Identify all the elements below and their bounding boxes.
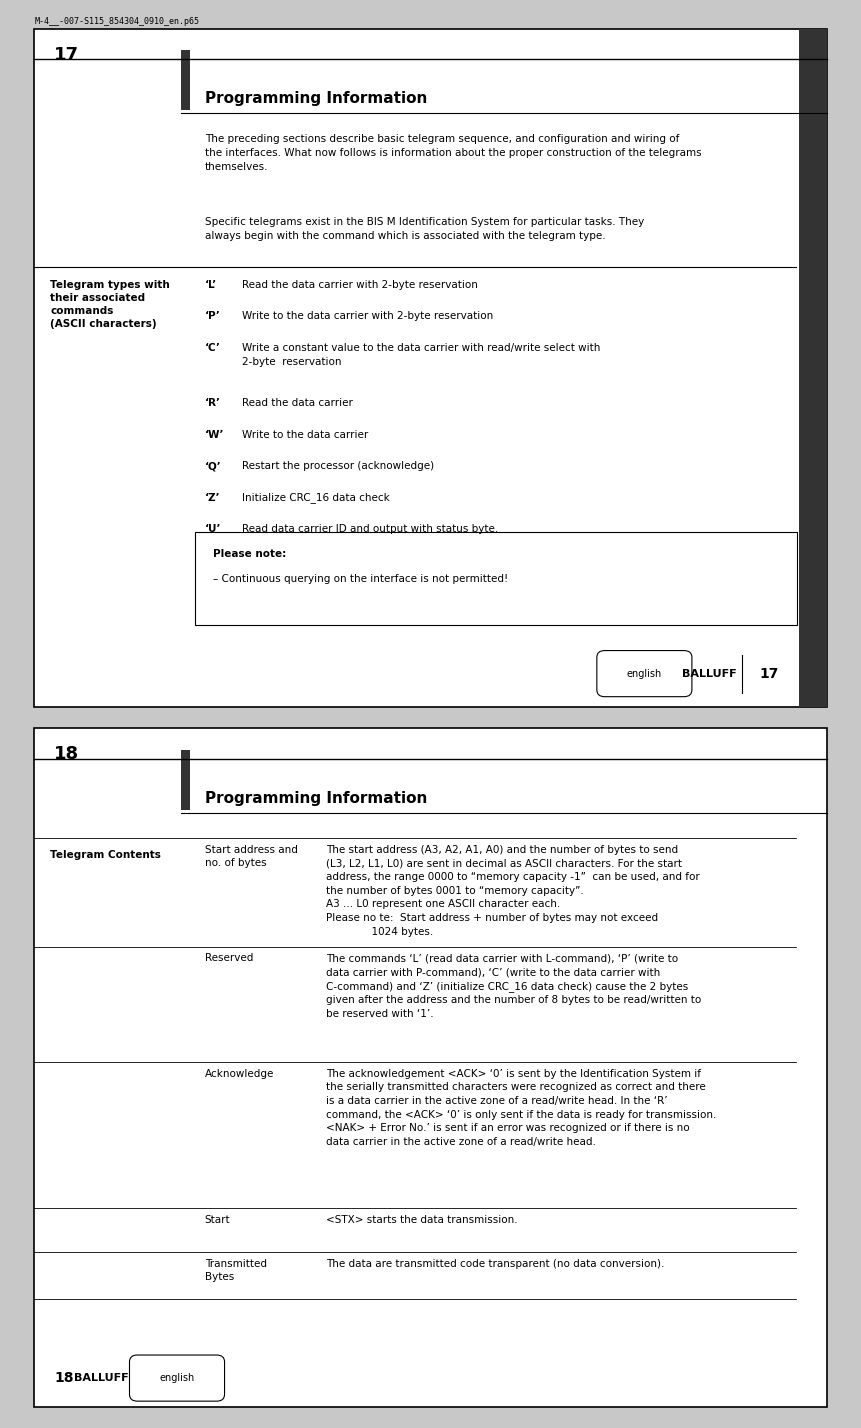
FancyBboxPatch shape xyxy=(181,50,190,110)
Text: Read the data carrier with 2-byte reservation: Read the data carrier with 2-byte reserv… xyxy=(242,280,478,290)
Text: The data are transmitted code transparent (no data conversion).: The data are transmitted code transparen… xyxy=(326,1258,665,1268)
Text: ‘L’: ‘L’ xyxy=(205,280,217,290)
Text: ‘P’: ‘P’ xyxy=(205,311,220,321)
Text: The acknowledgement <ACK> ‘0’ is sent by the Identification System if
the serial: The acknowledgement <ACK> ‘0’ is sent by… xyxy=(326,1068,716,1147)
Text: M-4__-007-S115_854304_0910_en.p65: M-4__-007-S115_854304_0910_en.p65 xyxy=(34,17,200,26)
Text: Restart the processor (acknowledge): Restart the processor (acknowledge) xyxy=(242,461,434,471)
Text: Start: Start xyxy=(205,1215,231,1225)
Text: Initialize CRC_16 data check: Initialize CRC_16 data check xyxy=(242,493,390,504)
Text: ‘C’: ‘C’ xyxy=(205,343,220,353)
FancyBboxPatch shape xyxy=(129,1355,225,1401)
Text: Read data carrier ID and output with status byte.: Read data carrier ID and output with sta… xyxy=(242,524,499,534)
Text: Start address and
no. of bytes: Start address and no. of bytes xyxy=(205,845,298,868)
Text: Write to the data carrier with 2-byte reservation: Write to the data carrier with 2-byte re… xyxy=(242,311,493,321)
Text: 18: 18 xyxy=(54,1371,74,1385)
Text: Read the data carrier: Read the data carrier xyxy=(242,398,353,408)
Text: BALLUFF: BALLUFF xyxy=(682,668,737,678)
Text: Telegram types with
their associated
commands
(ASCII characters): Telegram types with their associated com… xyxy=(50,280,170,328)
Text: english: english xyxy=(627,668,662,678)
Text: Write a constant value to the data carrier with read/write select with
2-byte  r: Write a constant value to the data carri… xyxy=(242,343,600,367)
Text: Telegram Contents: Telegram Contents xyxy=(50,851,161,861)
Text: – Continuous querying on the interface is not permitted!: – Continuous querying on the interface i… xyxy=(213,574,508,584)
Text: Programming Information: Programming Information xyxy=(205,791,427,805)
FancyBboxPatch shape xyxy=(34,29,827,707)
Text: 17: 17 xyxy=(54,46,79,63)
FancyBboxPatch shape xyxy=(34,728,827,1407)
Text: Reserved: Reserved xyxy=(205,954,253,964)
Text: ‘R’: ‘R’ xyxy=(205,398,220,408)
Text: The preceding sections describe basic telegram sequence, and configuration and w: The preceding sections describe basic te… xyxy=(205,134,702,171)
Text: ‘U’: ‘U’ xyxy=(205,524,221,534)
Text: english: english xyxy=(159,1374,195,1384)
Text: Transmitted
Bytes: Transmitted Bytes xyxy=(205,1258,267,1282)
FancyBboxPatch shape xyxy=(597,651,692,697)
Text: ‘Q’: ‘Q’ xyxy=(205,461,221,471)
Text: The commands ‘L’ (read data carrier with L-command), ‘P’ (write to
data carrier : The commands ‘L’ (read data carrier with… xyxy=(326,954,701,1018)
FancyBboxPatch shape xyxy=(195,531,797,625)
Text: ‘Z’: ‘Z’ xyxy=(205,493,220,503)
Text: 18: 18 xyxy=(54,745,79,763)
Text: Write to the data carrier: Write to the data carrier xyxy=(242,430,369,440)
Text: <STX> starts the data transmission.: <STX> starts the data transmission. xyxy=(326,1215,517,1225)
Text: Programming Information: Programming Information xyxy=(205,91,427,106)
Text: 17: 17 xyxy=(760,667,779,681)
Text: ‘W’: ‘W’ xyxy=(205,430,224,440)
Text: The start address (A3, A2, A1, A0) and the number of bytes to send
(L3, L2, L1, : The start address (A3, A2, A1, A0) and t… xyxy=(326,845,700,937)
Text: BALLUFF: BALLUFF xyxy=(74,1374,129,1384)
Text: Specific telegrams exist in the BIS M Identification System for particular tasks: Specific telegrams exist in the BIS M Id… xyxy=(205,217,644,241)
Text: Please note:: Please note: xyxy=(213,550,286,560)
FancyBboxPatch shape xyxy=(799,29,827,707)
Text: Acknowledge: Acknowledge xyxy=(205,1068,274,1078)
FancyBboxPatch shape xyxy=(181,750,190,810)
